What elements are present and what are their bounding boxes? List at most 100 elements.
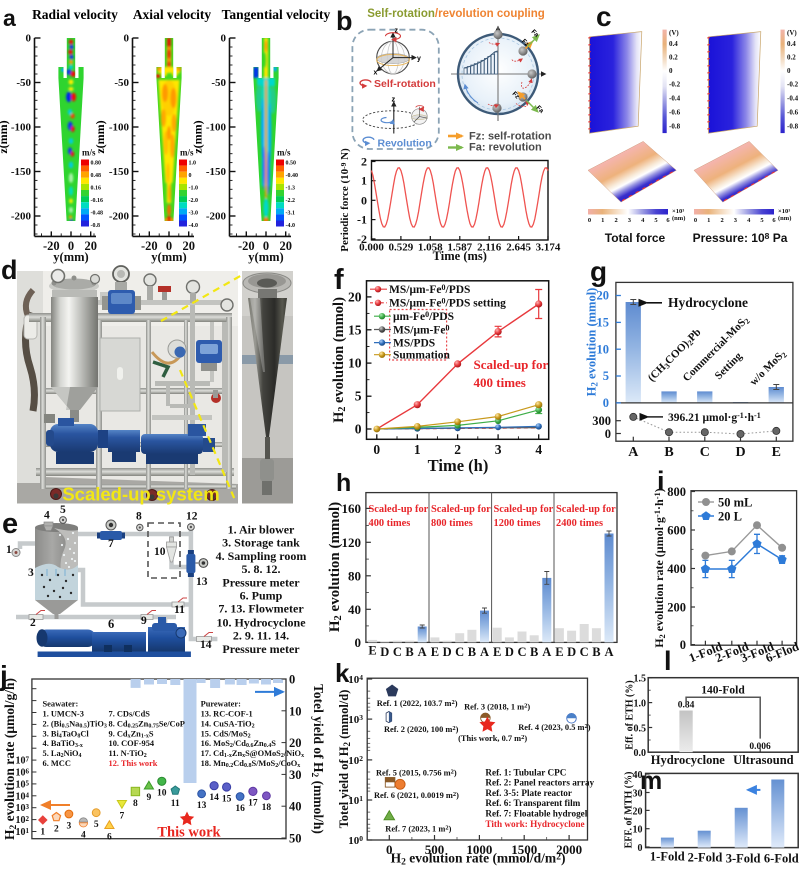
svg-text:-3.1: -3.1 [286,211,296,217]
svg-text:0.50: 0.50 [286,161,297,167]
svg-text:Radial velocity: Radial velocity [32,7,118,22]
svg-text:9. CdxZn1-xS: 9. CdxZn1-xS [109,729,154,739]
svg-text:7. 13. Flowmeter: 7. 13. Flowmeter [218,602,304,616]
svg-text:50: 50 [289,832,302,846]
svg-text:10: 10 [289,704,302,718]
svg-text:0.48: 0.48 [91,173,102,179]
svg-text:104: 104 [16,791,30,802]
svg-text:D: D [380,645,389,659]
svg-text:2400 times: 2400 times [556,518,603,529]
svg-text:3: 3 [628,217,632,224]
svg-text:15. CdS/MoS2: 15. CdS/MoS2 [201,729,251,739]
svg-text:A: A [628,445,639,460]
svg-text:11: 11 [174,604,185,616]
svg-text:400: 400 [667,562,686,576]
svg-text:Ref. 2: Panel reactors array: Ref. 2: Panel reactors array [485,778,594,788]
svg-text:1. Air blower: 1. Air blower [228,523,295,537]
svg-text:20: 20 [348,289,362,304]
svg-text:E: E [555,645,563,659]
svg-text:m/s: m/s [277,148,291,158]
svg-text:3. Storage tank: 3. Storage tank [222,536,300,550]
svg-text:H2 evolution (mmol): H2 evolution (mmol) [585,288,600,397]
svg-text:5. La2NiO4: 5. La2NiO4 [43,749,82,759]
svg-text:40: 40 [348,602,361,617]
svg-text:1000: 1000 [466,842,492,857]
svg-text:Fa: Fa [530,28,541,39]
svg-text:2: 2 [30,617,36,629]
svg-text:13: 13 [196,576,208,588]
svg-text:Tith work: Hydrocyclone: Tith work: Hydrocyclone [485,819,584,829]
svg-text:160: 160 [342,501,362,516]
svg-text:1-Fold: 1-Fold [650,850,685,864]
svg-text:5: 5 [60,504,66,516]
svg-text:0: 0 [355,422,362,437]
svg-text:18: 18 [262,803,272,813]
svg-text:Self-rotation/revolution coupl: Self-rotation/revolution coupling [367,8,545,20]
svg-text:140-Fold: 140-Fold [701,685,745,697]
svg-text:0: 0 [694,217,697,224]
svg-text:1.0: 1.0 [634,699,647,710]
svg-text:B: B [664,445,673,460]
svg-text:-1.0: -1.0 [189,186,199,192]
svg-text:5: 5 [355,389,362,404]
svg-text:14: 14 [200,639,212,651]
svg-text:5: 5 [760,217,764,224]
svg-text:0.16: 0.16 [91,186,102,192]
svg-text:105: 105 [16,779,30,790]
svg-text:0.0: 0.0 [634,748,647,759]
svg-text:D: D [735,445,745,460]
svg-text:MS/PDS: MS/PDS [393,337,435,349]
svg-text:-3.0: -3.0 [189,211,199,217]
svg-text:-4.0: -4.0 [189,223,199,229]
svg-text:16. MoS2/Cd0.6Zn0.4S: 16. MoS2/Cd0.6Zn0.4S [201,739,277,749]
svg-text:6: 6 [108,617,114,631]
svg-text:B: B [468,645,476,659]
svg-text:13: 13 [197,801,207,811]
svg-text:Purewater:: Purewater: [201,700,242,709]
svg-text:10: 10 [154,546,166,558]
svg-text:2: 2 [54,825,59,835]
svg-text:1: 1 [601,217,604,224]
svg-text:1.058: 1.058 [418,242,443,254]
svg-text:15: 15 [597,316,610,330]
svg-text:Fz: Fz [520,38,531,49]
svg-text:Ref. 1: Tubular CPC: Ref. 1: Tubular CPC [485,767,566,777]
svg-text:5: 5 [603,369,609,383]
svg-text:This work: This work [157,825,221,841]
svg-text:10: 10 [348,356,362,371]
svg-text:6: 6 [107,833,112,843]
svg-text:20 L: 20 L [718,510,742,524]
svg-text:C: C [700,445,710,460]
svg-text:E: E [431,645,439,659]
svg-text:0.006: 0.006 [749,742,771,752]
svg-text:103: 103 [16,803,30,814]
svg-text:Total force: Total force [605,231,666,245]
svg-text:H2 evolution (mmol): H2 evolution (mmol) [331,297,348,423]
svg-text:z: z [395,28,399,35]
svg-text:Ref. 6: Transparent film: Ref. 6: Transparent film [485,798,580,808]
svg-text:0.5: 0.5 [634,724,647,735]
svg-text:z: z [392,95,396,104]
svg-text:20: 20 [289,736,302,750]
svg-text:Scaled-up for: Scaled-up for [474,357,549,372]
svg-text:1: 1 [6,544,12,556]
svg-text:-0.16: -0.16 [91,198,104,204]
svg-text:Scaled-up for: Scaled-up for [556,504,616,515]
svg-text:-4.0: -4.0 [286,223,296,229]
svg-text:4: 4 [535,442,542,457]
svg-text:C: C [455,645,464,659]
svg-text:C: C [517,645,526,659]
svg-text:6-Fold: 6-Fold [764,852,799,866]
svg-text:6: 6 [666,217,670,224]
svg-text:Ref. 5 (2015, 0.756 m2): Ref. 5 (2015, 0.756 m2) [376,768,457,777]
svg-text:800: 800 [667,485,686,499]
svg-text:0: 0 [588,217,591,224]
svg-text:18. Mn0.2Cd0.8S/MoS2/CoOx: 18. Mn0.2Cd0.8S/MoS2/CoOx [201,759,301,769]
svg-text:y: y [417,56,421,63]
svg-text:EFF. of MTH (%): EFF. of MTH (%) [624,772,635,849]
svg-text:-0.40: -0.40 [286,173,299,179]
svg-text:1: 1 [40,828,45,838]
svg-text:0.529: 0.529 [389,242,414,254]
svg-text:D: D [443,645,452,659]
svg-text:104: 104 [348,673,363,686]
